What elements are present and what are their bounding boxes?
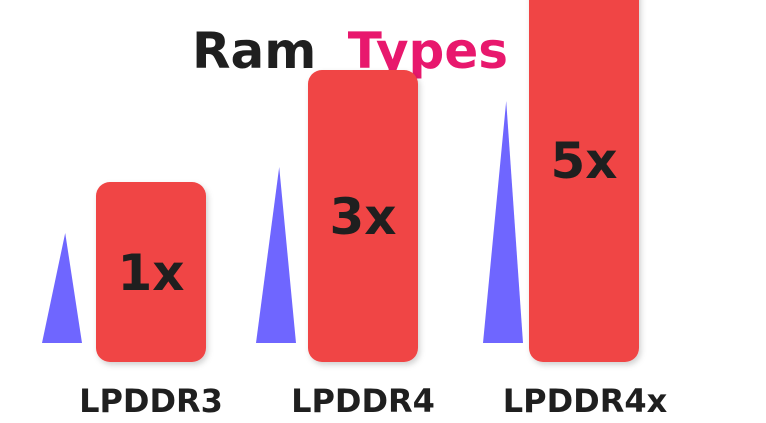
category-label-lpddr4x: LPDDR4x: [503, 382, 668, 420]
category-label-lpddr3: LPDDR3: [79, 382, 223, 420]
bar-value-label-lpddr4x: 5x: [550, 132, 617, 190]
bar-lpddr4: [308, 70, 418, 362]
triangle-marker-lpddr4x: [483, 101, 523, 343]
triangle-marker-lpddr4: [256, 167, 296, 343]
bar-value-label-lpddr4: 3x: [329, 188, 396, 246]
bars-group: 1x LPDDR3 3x LPDDR4 5x LPDDR4x: [42, 0, 668, 420]
bar-value-label-lpddr3: 1x: [117, 244, 184, 302]
triangle-marker-lpddr3: [42, 233, 82, 343]
title-word-ram: Ram: [192, 22, 316, 80]
bar-lpddr3: [96, 182, 206, 362]
bar-lpddr4x: [529, 0, 639, 362]
category-label-lpddr4: LPDDR4: [291, 382, 435, 420]
